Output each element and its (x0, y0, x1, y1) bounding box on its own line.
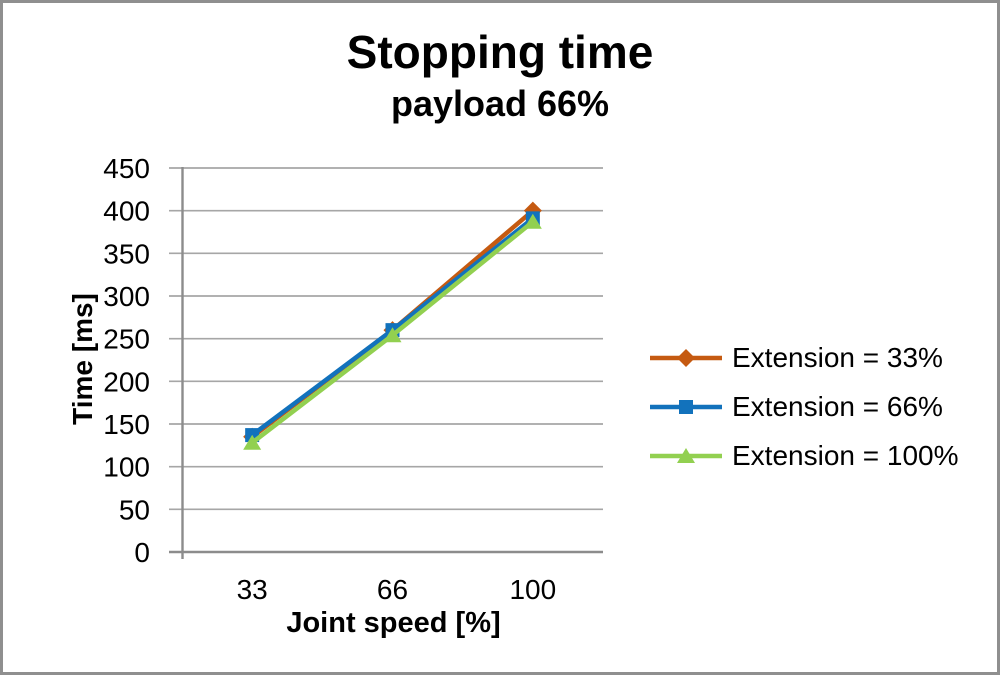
y-axis-tick-label: 100 (103, 452, 150, 483)
chart-title: Stopping time (346, 26, 654, 78)
y-axis-tick-label: 50 (119, 494, 150, 525)
diamond-marker-icon (677, 348, 695, 367)
y-axis-tick-label: 200 (103, 366, 150, 397)
y-axis-tick-label: 300 (103, 281, 150, 312)
square-legend-marker-icon (650, 399, 722, 414)
legend-item: Extension = 66% (649, 382, 959, 431)
triangle-legend-marker-icon (650, 447, 722, 463)
legend: Extension = 33% Extension = 66% Extension … (649, 333, 959, 480)
y-axis-title: Time [ms] (67, 293, 98, 425)
y-axis-tick-label: 250 (103, 324, 150, 355)
diamond-legend-marker-icon (650, 348, 722, 367)
y-axis-tick-label: 400 (103, 196, 150, 227)
triangle-marker-icon (383, 327, 402, 343)
x-axis-tick-label: 66 (377, 574, 408, 605)
triangle-marker-icon (523, 213, 542, 229)
plot-area: 0 50 100 150 200 250 300 350 400 450 33 66 100 (103, 153, 603, 605)
legend-item-label: Extension = 66% (732, 390, 943, 422)
legend-item-label: Extension = 100% (732, 439, 959, 471)
legend-item-label: Extension = 33% (732, 341, 943, 373)
chart-subtitle: payload 66% (390, 83, 610, 124)
x-axis-tick-label: 100 (509, 574, 556, 605)
legend-item: Extension = 33% (649, 333, 959, 382)
x-axis-tick-label: 33 (237, 574, 268, 605)
x-axis-title: Joint speed [%] (286, 607, 501, 639)
square-marker-icon (679, 399, 693, 414)
triangle-marker-icon (243, 434, 262, 450)
y-axis-tick-label: 350 (103, 238, 150, 269)
y-axis-tick-label: 450 (103, 153, 150, 184)
triangle-marker-icon (677, 447, 695, 463)
legend-item: Extension = 100% (649, 431, 959, 480)
y-axis-tick-label: 0 (134, 537, 150, 568)
y-axis-tick-label: 150 (103, 409, 150, 440)
